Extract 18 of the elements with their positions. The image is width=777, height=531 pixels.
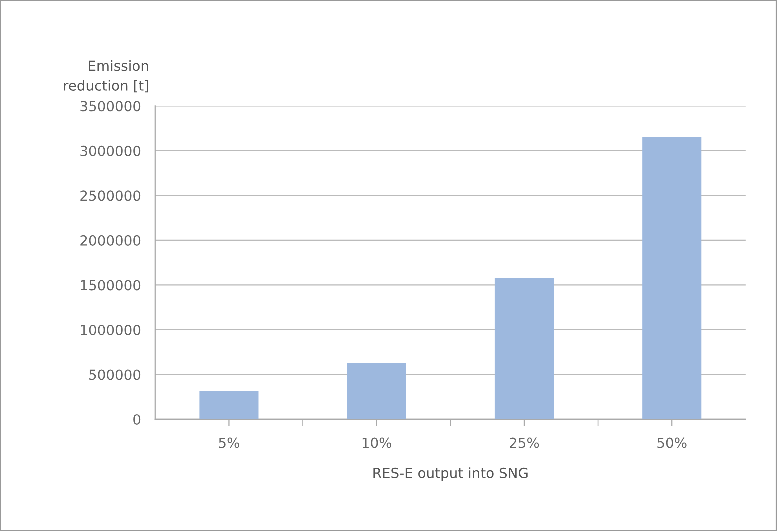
bar	[200, 391, 259, 420]
y-tick-label: 500000	[90, 370, 141, 380]
y-tick-label: 0	[134, 414, 141, 425]
y-tick-label: 2500000	[80, 190, 141, 202]
y-tick-label: 3000000	[80, 146, 141, 156]
y-tick-label: 1500000	[81, 280, 141, 291]
x-tick-label: 10%	[362, 438, 392, 448]
y-axis-title: Emission reduction [t]	[64, 60, 148, 93]
bar	[642, 138, 702, 420]
y-tick-label: 3500000	[80, 101, 141, 112]
x-tick-label: 50%	[658, 438, 687, 448]
x-tick-label: 25%	[510, 438, 540, 448]
y-tick-label: 2000000	[80, 235, 141, 246]
x-axis-title: RES-E output into SNG	[374, 468, 528, 482]
x-tick-label: 5%	[219, 438, 240, 448]
y-tick-label: 1000000	[81, 324, 141, 336]
bar	[494, 278, 554, 420]
bar	[347, 363, 406, 420]
